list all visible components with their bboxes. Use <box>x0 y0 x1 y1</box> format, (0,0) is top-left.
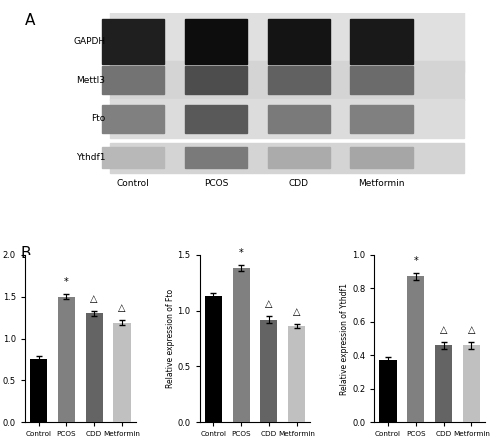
Text: *: * <box>238 248 244 258</box>
Text: △: △ <box>118 303 126 313</box>
Bar <box>110 99 465 138</box>
Y-axis label: Relative expression of Fto: Relative expression of Fto <box>166 289 175 388</box>
Text: Control: Control <box>116 179 150 187</box>
Text: Fto: Fto <box>91 114 106 123</box>
Bar <box>268 105 330 133</box>
Bar <box>380 360 396 422</box>
Bar <box>102 66 164 94</box>
Text: *: * <box>64 277 69 287</box>
Bar <box>185 66 247 94</box>
Bar <box>30 359 47 422</box>
Text: △: △ <box>440 325 448 335</box>
Bar <box>435 345 452 422</box>
Bar <box>102 105 164 133</box>
Text: PCOS: PCOS <box>204 179 228 187</box>
Bar <box>102 19 164 64</box>
Bar <box>350 19 412 64</box>
Bar <box>268 66 330 94</box>
Bar <box>268 19 330 64</box>
Text: *: * <box>414 257 418 266</box>
Text: Ythdf1: Ythdf1 <box>76 153 106 162</box>
Bar <box>110 61 465 99</box>
Text: △: △ <box>293 307 300 317</box>
Bar <box>86 313 103 422</box>
Bar <box>185 105 247 133</box>
Bar <box>350 105 412 133</box>
Bar <box>350 66 412 94</box>
Bar <box>407 276 424 422</box>
Text: CDD: CDD <box>288 179 308 187</box>
Y-axis label: Relative expression of Ythdf1: Relative expression of Ythdf1 <box>340 282 349 395</box>
Text: A: A <box>25 13 35 28</box>
Bar <box>260 319 278 422</box>
Text: △: △ <box>265 300 272 309</box>
Bar <box>114 323 130 422</box>
Bar <box>288 326 306 422</box>
Bar <box>350 147 412 169</box>
Bar <box>268 147 330 169</box>
Bar <box>110 11 465 72</box>
Bar <box>204 296 222 422</box>
Text: B: B <box>20 246 31 261</box>
Bar <box>463 345 480 422</box>
Text: Mettl3: Mettl3 <box>76 76 106 84</box>
Bar <box>232 268 250 422</box>
Bar <box>110 143 465 172</box>
Bar <box>185 147 247 169</box>
Bar <box>102 147 164 169</box>
Bar <box>58 297 75 422</box>
Text: △: △ <box>90 294 98 304</box>
Text: GAPDH: GAPDH <box>74 37 106 46</box>
Text: Metformin: Metformin <box>358 179 405 187</box>
Text: △: △ <box>468 325 475 335</box>
Bar <box>185 19 247 64</box>
